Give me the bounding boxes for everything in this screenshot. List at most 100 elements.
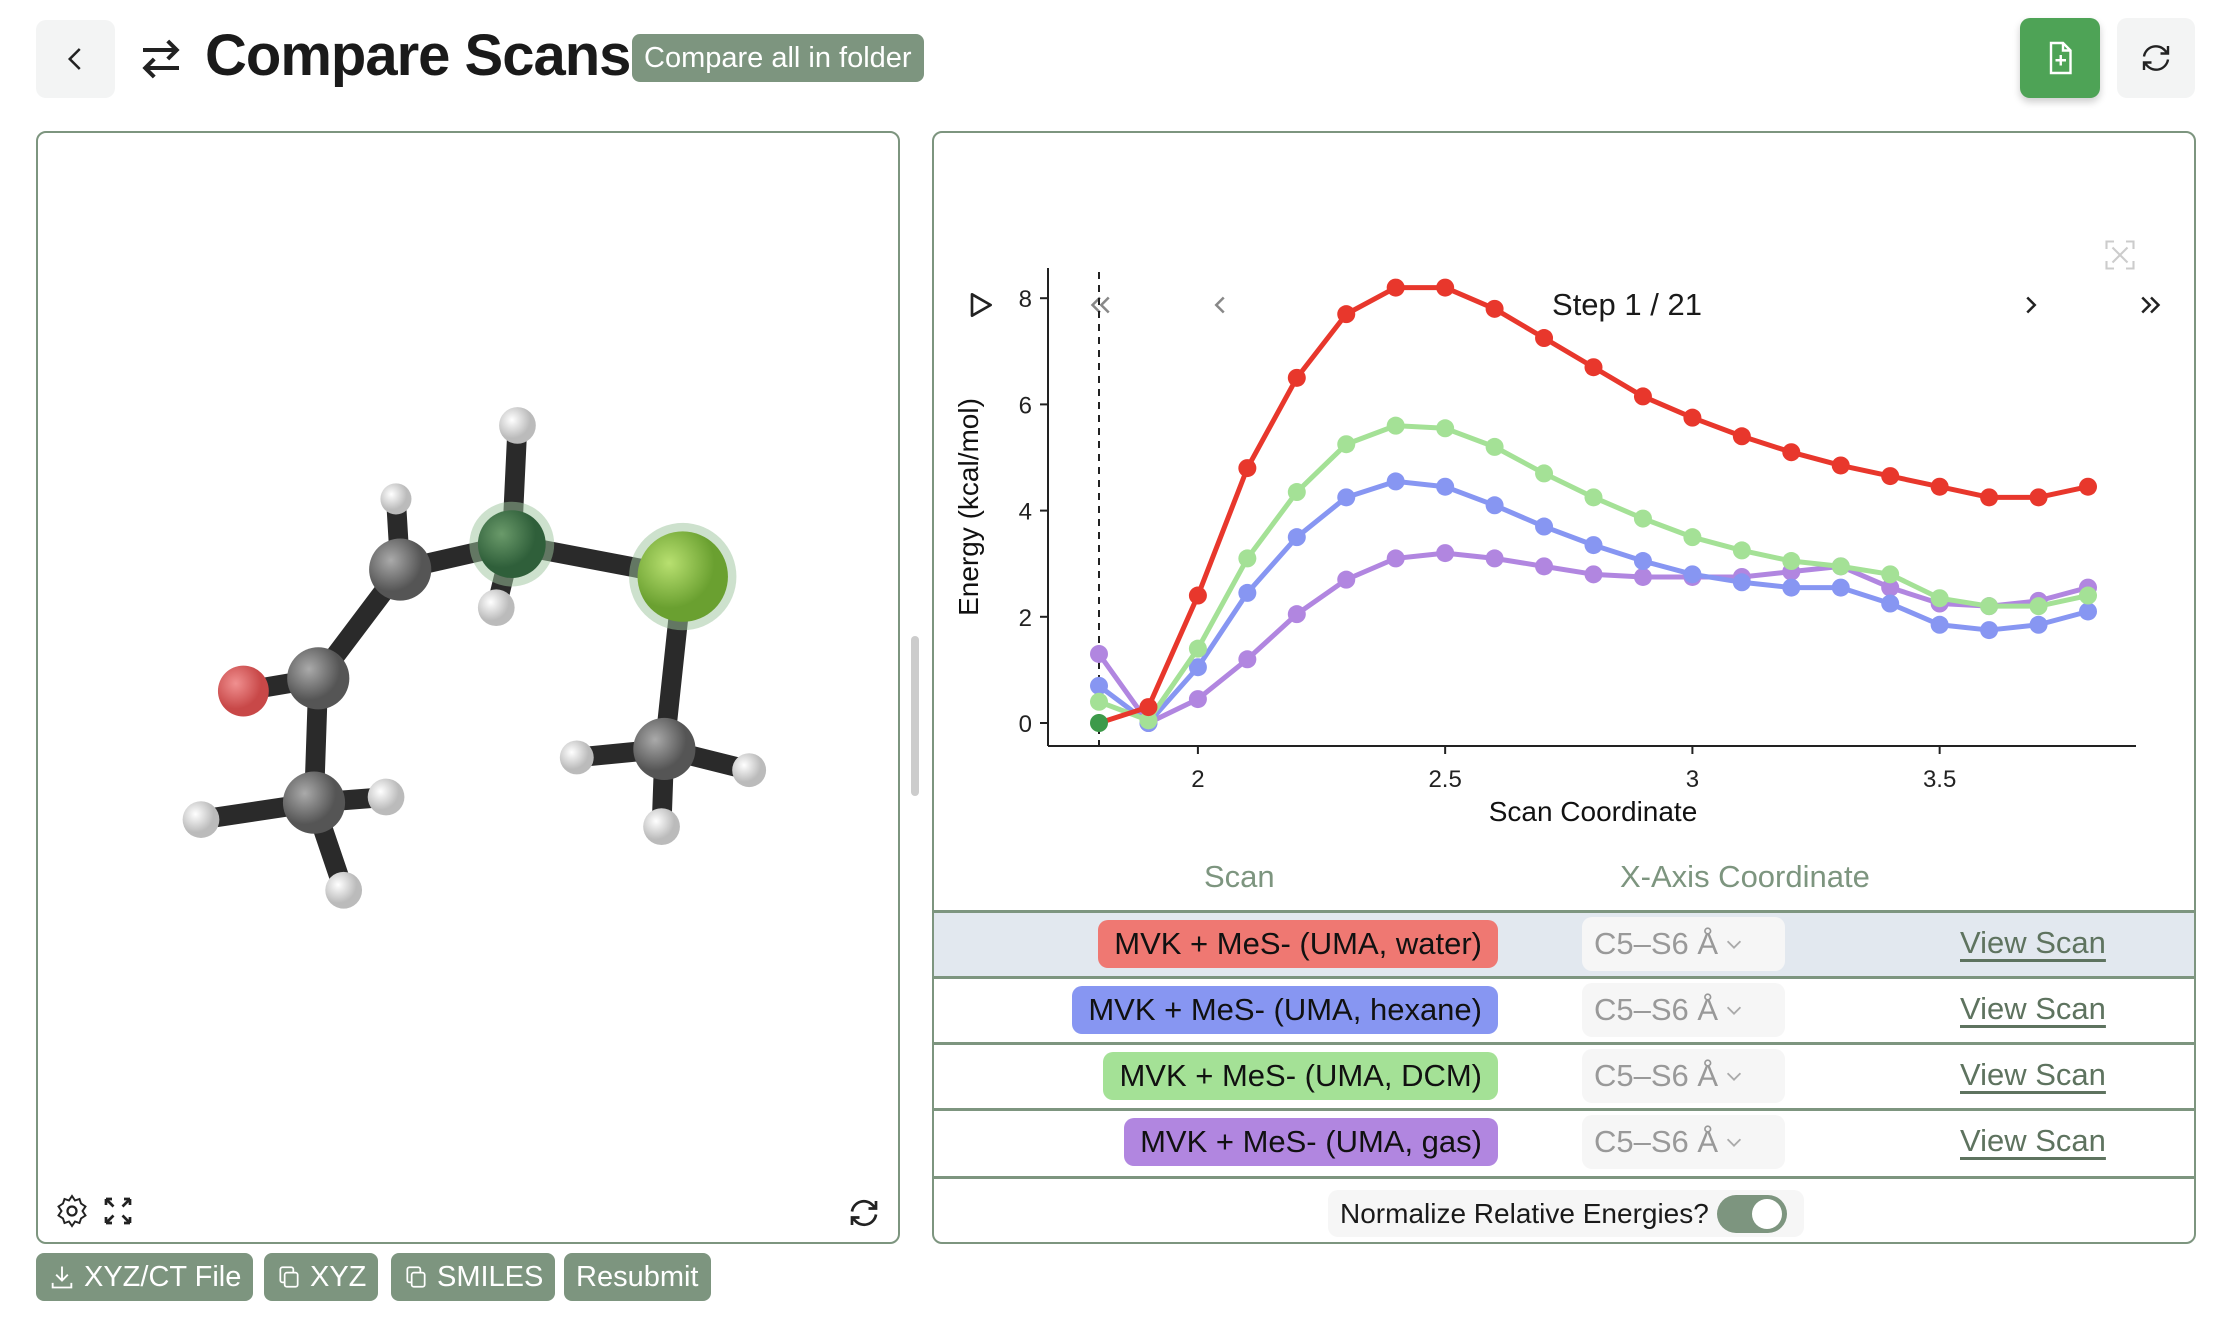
- copy-smiles-button[interactable]: SMILES: [391, 1253, 556, 1301]
- table-row[interactable]: MVK + MeS- (UMA, water) C5–S6 Å View Scan: [934, 910, 2194, 976]
- data-point: [2079, 586, 2097, 605]
- data-point: [1337, 570, 1356, 589]
- data-point: [1090, 714, 1108, 732]
- button-label: XYZ: [310, 1260, 367, 1293]
- coordinate-value: C5–S6 Å: [1594, 992, 1719, 1027]
- data-point: [1485, 496, 1504, 515]
- data-point: [1584, 488, 1603, 507]
- data-point: [1930, 477, 1949, 496]
- molecule-3d[interactable]: [38, 133, 898, 1242]
- resubmit-button[interactable]: Resubmit: [564, 1253, 711, 1301]
- scan-name-pill: MVK + MeS- (UMA, hexane): [1072, 986, 1498, 1034]
- view-scan-link[interactable]: View Scan: [1960, 991, 2106, 1026]
- data-point: [1188, 658, 1207, 677]
- data-point: [1090, 676, 1108, 695]
- button-label: XYZ/CT File: [84, 1260, 242, 1293]
- data-point: [1436, 544, 1455, 563]
- energy-chart[interactable]: 0 2 4 6 8 2 2.5 3 3.5 Scan Coordinate Energy (kcal…: [934, 133, 2196, 833]
- data-point: [1732, 427, 1751, 446]
- molecule-viewer[interactable]: [36, 131, 900, 1244]
- play-button[interactable]: [958, 283, 1002, 327]
- reset-zoom-icon[interactable]: [2102, 237, 2138, 273]
- view-scan-link[interactable]: View Scan: [1960, 925, 2106, 960]
- coordinate-select[interactable]: C5–S6 Å: [1582, 983, 1785, 1037]
- data-point: [1633, 567, 1652, 586]
- data-point: [1732, 573, 1751, 592]
- x-axis-label: Scan Coordinate: [1489, 796, 1698, 827]
- data-point: [1238, 650, 1257, 669]
- data-point: [1782, 552, 1801, 571]
- panel-resize-handle[interactable]: [911, 636, 919, 796]
- chevron-left-icon: [1214, 296, 1225, 314]
- y-tick-label: 6: [1019, 392, 1032, 419]
- y-axis-label: Energy (kcal/mol): [953, 398, 984, 616]
- column-header-coordinate: X-Axis Coordinate: [1620, 859, 1870, 894]
- copy-icon: [406, 1266, 426, 1288]
- coordinate-select[interactable]: C5–S6 Å: [1582, 1115, 1785, 1169]
- button-label: SMILES: [437, 1260, 544, 1293]
- data-point: [1831, 456, 1850, 475]
- y-tick-label: 0: [1019, 711, 1032, 738]
- data-point: [1732, 541, 1751, 560]
- data-point: [1881, 467, 1900, 486]
- copy-xyz-button[interactable]: XYZ: [264, 1253, 379, 1301]
- data-point: [1535, 464, 1554, 483]
- settings-icon[interactable]: [54, 1193, 90, 1229]
- button-label: Resubmit: [576, 1260, 699, 1293]
- chevron-down-icon: [1726, 1072, 1742, 1081]
- compare-all-in-folder-button[interactable]: Compare all in folder: [632, 34, 924, 82]
- data-point: [1683, 408, 1702, 427]
- chevron-right-icon: [2026, 296, 2037, 314]
- coordinate-select[interactable]: C5–S6 Å: [1582, 917, 1785, 971]
- fullscreen-icon[interactable]: [100, 1193, 136, 1229]
- data-point: [2029, 615, 2048, 634]
- rotate-icon[interactable]: [846, 1195, 882, 1231]
- last-step-button[interactable]: [2129, 283, 2173, 327]
- data-point: [1485, 437, 1504, 456]
- back-button[interactable]: [36, 20, 115, 98]
- coordinate-value: C5–S6 Å: [1594, 1058, 1719, 1093]
- data-point: [1090, 692, 1108, 711]
- y-tick-label: 2: [1019, 605, 1032, 632]
- data-point: [1287, 483, 1306, 502]
- data-point: [1436, 419, 1455, 438]
- coordinate-value: C5–S6 Å: [1594, 1124, 1719, 1159]
- export-button[interactable]: [2020, 18, 2100, 98]
- data-point: [1584, 536, 1603, 555]
- next-step-button[interactable]: [2009, 283, 2053, 327]
- data-point: [1881, 594, 1900, 613]
- data-point: [1683, 565, 1702, 584]
- file-plus-icon: [2049, 41, 2072, 75]
- data-point: [1584, 358, 1603, 377]
- data-point: [1633, 387, 1652, 406]
- refresh-button[interactable]: [2117, 18, 2195, 98]
- chevron-left-icon: [67, 48, 81, 70]
- normalize-row: Normalize Relative Energies?: [934, 1176, 2194, 1242]
- page-title: Compare Scans: [205, 23, 631, 88]
- table-row[interactable]: MVK + MeS- (UMA, DCM) C5–S6 Å View Scan: [934, 1042, 2194, 1108]
- data-point: [1139, 711, 1158, 730]
- toggle-switch[interactable]: [1716, 1194, 1787, 1233]
- data-point: [1188, 639, 1207, 658]
- chevrons-right-icon: [2141, 296, 2161, 314]
- download-xyz-ct-file-button[interactable]: XYZ/CT File: [36, 1253, 254, 1301]
- data-point: [1782, 443, 1801, 462]
- data-point: [1535, 329, 1554, 348]
- data-point: [1337, 435, 1356, 454]
- table-row[interactable]: MVK + MeS- (UMA, gas) C5–S6 Å View Scan: [934, 1108, 2194, 1176]
- swap-icon: [142, 39, 180, 79]
- view-scan-link[interactable]: View Scan: [1960, 1057, 2106, 1092]
- x-tick-label: 3.5: [1923, 766, 1956, 793]
- data-point: [1980, 621, 1999, 640]
- step-indicator: Step 1 / 21: [1552, 287, 1702, 322]
- previous-step-button[interactable]: [1198, 283, 1242, 327]
- data-point: [1683, 528, 1702, 547]
- first-step-button[interactable]: [1078, 283, 1122, 327]
- data-point: [1831, 578, 1850, 597]
- table-row[interactable]: MVK + MeS- (UMA, hexane) C5–S6 Å View Scan: [934, 976, 2194, 1042]
- coordinate-select[interactable]: C5–S6 Å: [1582, 1049, 1785, 1103]
- normalize-toggle[interactable]: Normalize Relative Energies?: [1328, 1190, 1804, 1237]
- data-point: [1139, 698, 1158, 717]
- data-point: [1188, 690, 1207, 709]
- view-scan-link[interactable]: View Scan: [1960, 1123, 2106, 1158]
